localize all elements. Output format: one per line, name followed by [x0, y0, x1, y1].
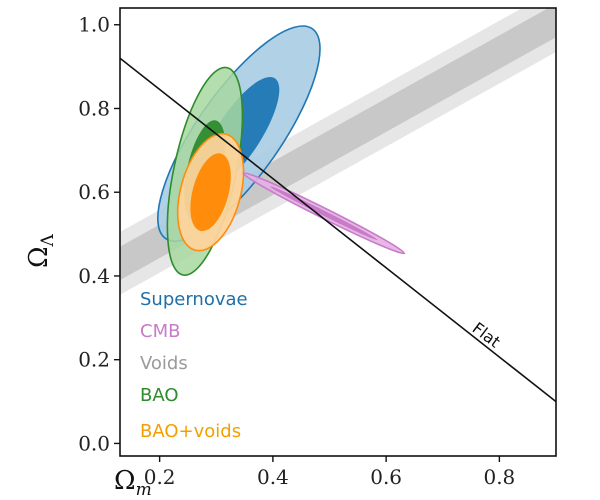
x-tick-label: 0.4: [257, 465, 289, 489]
x-axis-ticks: 0.2 0.4 0.6 0.8: [144, 456, 515, 489]
legend: Supernovae CMB Voids BAO BAO+voids: [140, 289, 248, 442]
flat-annotation: Flat: [469, 318, 504, 351]
legend-item-bao: BAO: [140, 385, 179, 406]
y-tick-label: 0.6: [78, 180, 110, 204]
x-tick-label: 0.6: [370, 465, 402, 489]
x-tick-label: 0.8: [483, 465, 515, 489]
plot-frame: [119, 7, 557, 457]
legend-item-voids: Voids: [140, 353, 188, 374]
legend-item-supernovae: Supernovae: [140, 289, 248, 310]
cmb-contour-inner: [270, 186, 378, 241]
flat-line: [120, 57, 556, 403]
x-axis-title: Ωm: [114, 466, 152, 500]
legend-item-cmb: CMB: [140, 321, 180, 342]
y-tick-label: 0.0: [78, 431, 110, 455]
legend-item-bao-voids: BAO+voids: [140, 421, 241, 442]
y-tick-label: 0.8: [78, 96, 110, 120]
x-tick-label: 0.2: [144, 465, 176, 489]
y-tick-label: 0.2: [78, 348, 110, 372]
y-tick-label: 1.0: [78, 13, 110, 37]
y-tick-label: 0.4: [78, 264, 110, 288]
y-axis-ticks: 0.0 0.2 0.4 0.6 0.8 1.0: [78, 13, 120, 455]
plot-area: [120, 8, 556, 403]
bao-voids-contour-inner: [190, 153, 231, 232]
y-axis-title: ΩΛ: [24, 233, 58, 268]
